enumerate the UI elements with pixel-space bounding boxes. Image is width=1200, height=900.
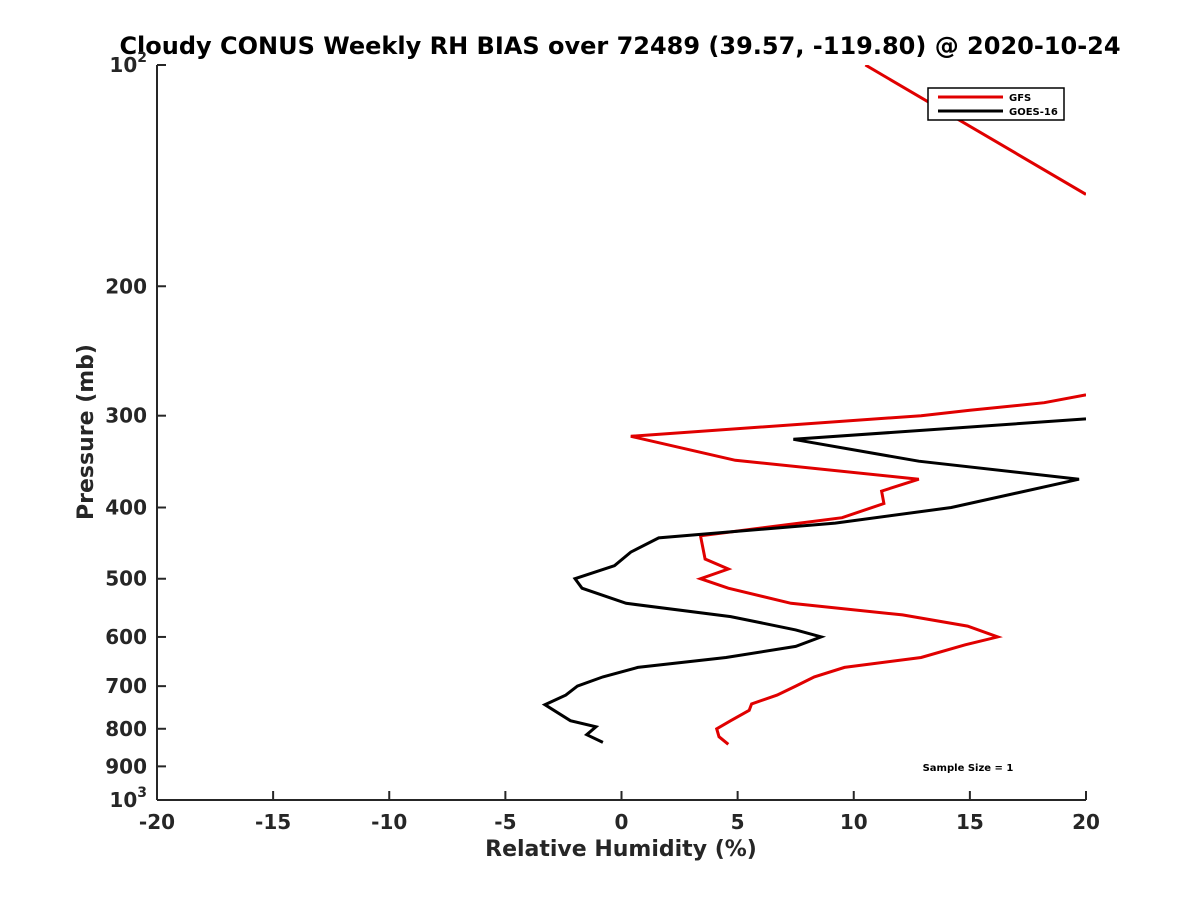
legend: GFS GOES-16 — [927, 87, 1065, 121]
x-tick-label: 10 — [840, 810, 868, 834]
chart-title: Cloudy CONUS Weekly RH BIAS over 72489 (… — [119, 32, 1120, 60]
legend-label-goes-16: GOES-16 — [1009, 107, 1058, 118]
y-axis-label: Pressure (mb) — [74, 344, 99, 520]
y-tick-label: 700 — [105, 674, 147, 698]
y-tick-label: 800 — [105, 717, 147, 741]
y-tick-label: 600 — [105, 625, 147, 649]
x-tick-label: 5 — [731, 810, 745, 834]
x-tick-label: 15 — [956, 810, 984, 834]
y-tick-label: 900 — [105, 754, 147, 778]
x-tick-label: -5 — [494, 810, 516, 834]
series-line-gfs — [630, 393, 1086, 746]
y-tick-label: 500 — [105, 567, 147, 591]
x-tick-label: -20 — [139, 810, 175, 834]
y-tick-label: 102 — [109, 50, 147, 77]
x-tick-label: -10 — [371, 810, 407, 834]
plot-area — [156, 65, 1086, 801]
x-tick-label: 20 — [1072, 810, 1100, 834]
x-tick-label: 0 — [615, 810, 629, 834]
series-line-goes-16 — [541, 417, 1086, 744]
x-ticks: -20 -15 -10 -5 0 5 10 15 20 — [139, 791, 1100, 834]
y-tick-label: 400 — [105, 496, 147, 520]
series-line-gfs — [864, 65, 1086, 196]
x-axis-label: Relative Humidity (%) — [485, 837, 757, 862]
y-ticks: 102 200 300 400 500 600 700 800 900 103 — [105, 50, 166, 812]
y-tick-label: 300 — [105, 404, 147, 428]
y-tick-label: 200 — [105, 274, 147, 298]
x-tick-label: -15 — [255, 810, 291, 834]
y-tick-label: 103 — [109, 785, 147, 812]
sample-size-annotation: Sample Size = 1 — [923, 763, 1014, 774]
legend-box — [927, 87, 1065, 121]
legend-label-gfs: GFS — [1009, 93, 1031, 104]
series-layer — [541, 65, 1086, 746]
